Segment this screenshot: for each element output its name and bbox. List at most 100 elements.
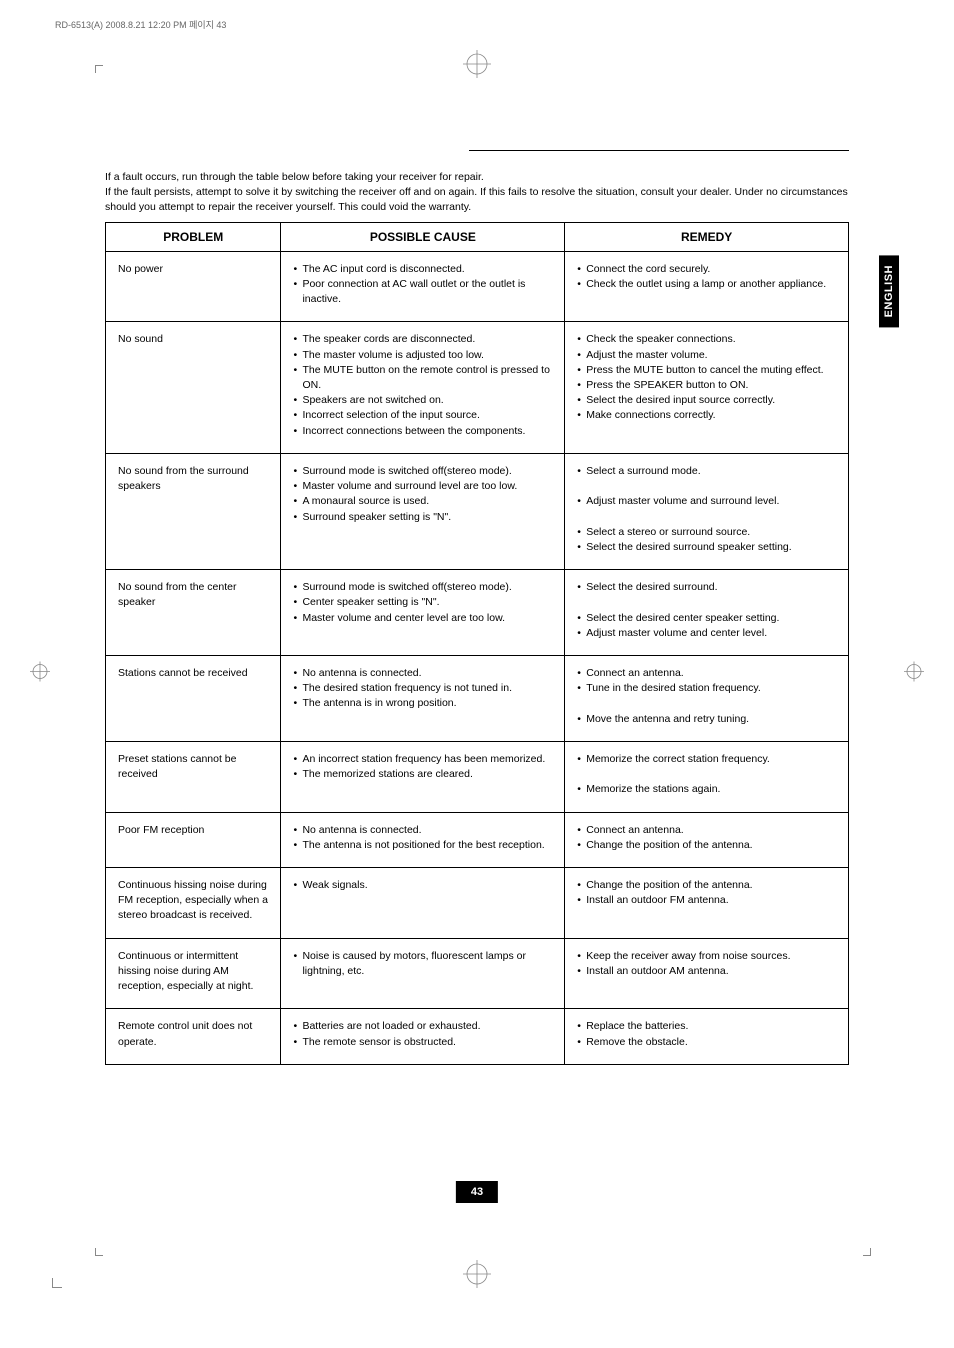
cause-item: The desired station frequency is not tun… bbox=[293, 681, 552, 696]
crop-corner-top-left bbox=[95, 65, 103, 73]
cause-cell: Surround mode is switched off(stereo mod… bbox=[281, 453, 565, 569]
remedy-cell: Change the position of the antenna.Insta… bbox=[565, 868, 849, 939]
remedy-item: Press the MUTE button to cancel the muti… bbox=[577, 363, 836, 378]
remedy-item: Adjust the master volume. bbox=[577, 348, 836, 363]
cause-item: Surround mode is switched off(stereo mod… bbox=[293, 580, 552, 595]
remedy-item: Check the outlet using a lamp or another… bbox=[577, 277, 836, 292]
cause-item: The antenna is not positioned for the be… bbox=[293, 838, 552, 853]
cause-cell: No antenna is connected.The desired stat… bbox=[281, 656, 565, 742]
remedy-item: Check the speaker connections. bbox=[577, 332, 836, 347]
remedy-item: Press the SPEAKER button to ON. bbox=[577, 378, 836, 393]
table-row: Continuous or intermittent hissing noise… bbox=[106, 938, 849, 1009]
cause-item: The MUTE button on the remote control is… bbox=[293, 363, 552, 393]
col-header-remedy: REMEDY bbox=[565, 222, 849, 251]
table-row: No sound from the center speaker Surround… bbox=[106, 570, 849, 656]
cause-item: Master volume and surround level are too… bbox=[293, 479, 552, 494]
remedy-item: Memorize the correct station frequency. bbox=[577, 752, 836, 767]
problem-cell: Continuous hissing noise during FM recep… bbox=[106, 868, 281, 939]
remedy-cell: Connect an antenna.Change the position o… bbox=[565, 812, 849, 867]
table-row: Remote control unit does not operate. Bat… bbox=[106, 1009, 849, 1064]
cause-item: A monaural source is used. bbox=[293, 494, 552, 509]
cause-item: The memorized stations are cleared. bbox=[293, 767, 552, 782]
cause-cell: Weak signals. bbox=[281, 868, 565, 939]
problem-cell: No power bbox=[106, 251, 281, 322]
cause-item: Incorrect connections between the compon… bbox=[293, 424, 552, 439]
print-header-artifact: RD-6513(A) 2008.8.21 12:20 PM 페이지 43 bbox=[55, 18, 226, 31]
cause-item: The master volume is adjusted too low. bbox=[293, 348, 552, 363]
problem-cell: Continuous or intermittent hissing noise… bbox=[106, 938, 281, 1009]
cause-cell: The AC input cord is disconnected.Poor c… bbox=[281, 251, 565, 322]
cause-item: Noise is caused by motors, fluorescent l… bbox=[293, 949, 552, 979]
cause-item: Poor connection at AC wall outlet or the… bbox=[293, 277, 552, 307]
language-tab: ENGLISH bbox=[879, 255, 899, 327]
remedy-item: Connect an antenna. bbox=[577, 823, 836, 838]
table-row: No sound from the surround speakers Surro… bbox=[106, 453, 849, 569]
remedy-item: Change the position of the antenna. bbox=[577, 878, 836, 893]
cause-item: Center speaker setting is "N". bbox=[293, 595, 552, 610]
troubleshooting-table: PROBLEM POSSIBLE CAUSE REMEDY No powerTh… bbox=[105, 222, 849, 1065]
remedy-item: Move the antenna and retry tuning. bbox=[577, 712, 836, 727]
cause-item: Master volume and center level are too l… bbox=[293, 611, 552, 626]
remedy-item: Remove the obstacle. bbox=[577, 1035, 836, 1050]
cause-item: No antenna is connected. bbox=[293, 666, 552, 681]
remedy-cell: Connect an antenna.Tune in the desired s… bbox=[565, 656, 849, 742]
cause-cell: An incorrect station frequency has been … bbox=[281, 741, 565, 812]
cause-item: The AC input cord is disconnected. bbox=[293, 262, 552, 277]
remedy-cell: Memorize the correct station frequency. … bbox=[565, 741, 849, 812]
intro-text: If a fault occurs, run through the table… bbox=[105, 170, 849, 216]
remedy-cell: Select the desired surround. Select the … bbox=[565, 570, 849, 656]
remedy-item: Connect an antenna. bbox=[577, 666, 836, 681]
intro-line-2: If the fault persists, attempt to solve … bbox=[105, 185, 849, 215]
remedy-cell: Select a surround mode. Adjust master vo… bbox=[565, 453, 849, 569]
registration-mark-right bbox=[904, 662, 924, 687]
remedy-item: Replace the batteries. bbox=[577, 1019, 836, 1034]
cause-item: Speakers are not switched on. bbox=[293, 393, 552, 408]
remedy-item: Install an outdoor AM antenna. bbox=[577, 964, 836, 979]
cause-item: The antenna is in wrong position. bbox=[293, 696, 552, 711]
cause-item: Surround speaker setting is "N". bbox=[293, 510, 552, 525]
remedy-item: Select a surround mode. bbox=[577, 464, 836, 479]
cause-item: The remote sensor is obstructed. bbox=[293, 1035, 552, 1050]
cause-item: The speaker cords are disconnected. bbox=[293, 332, 552, 347]
table-header-row: PROBLEM POSSIBLE CAUSE REMEDY bbox=[106, 222, 849, 251]
crop-corner-bottom-left-outer bbox=[52, 1278, 62, 1288]
remedy-item: Memorize the stations again. bbox=[577, 782, 836, 797]
remedy-item: Adjust master volume and surround level. bbox=[577, 494, 836, 509]
problem-cell: Poor FM reception bbox=[106, 812, 281, 867]
remedy-item: Keep the receiver away from noise source… bbox=[577, 949, 836, 964]
table-row: Continuous hissing noise during FM recep… bbox=[106, 868, 849, 939]
page-number: 43 bbox=[456, 1181, 498, 1203]
cause-cell: No antenna is connected.The antenna is n… bbox=[281, 812, 565, 867]
remedy-item: Make connections correctly. bbox=[577, 408, 836, 423]
cause-item: An incorrect station frequency has been … bbox=[293, 752, 552, 767]
table-row: No soundThe speaker cords are disconnect… bbox=[106, 322, 849, 454]
crop-mark-bottom bbox=[463, 1260, 491, 1293]
problem-cell: No sound from the center speaker bbox=[106, 570, 281, 656]
remedy-cell: Replace the batteries.Remove the obstacl… bbox=[565, 1009, 849, 1064]
cause-item: Batteries are not loaded or exhausted. bbox=[293, 1019, 552, 1034]
problem-cell: Preset stations cannot be received bbox=[106, 741, 281, 812]
remedy-item: Install an outdoor FM antenna. bbox=[577, 893, 836, 908]
table-row: Stations cannot be receivedNo antenna is… bbox=[106, 656, 849, 742]
crop-mark-top bbox=[463, 50, 491, 78]
remedy-item: Select the desired surround speaker sett… bbox=[577, 540, 836, 555]
remedy-item: Tune in the desired station frequency. bbox=[577, 681, 836, 696]
remedy-item: Change the position of the antenna. bbox=[577, 838, 836, 853]
remedy-item: Connect the cord securely. bbox=[577, 262, 836, 277]
problem-cell: Remote control unit does not operate. bbox=[106, 1009, 281, 1064]
col-header-cause: POSSIBLE CAUSE bbox=[281, 222, 565, 251]
cause-cell: Noise is caused by motors, fluorescent l… bbox=[281, 938, 565, 1009]
table-row: Preset stations cannot be received An inc… bbox=[106, 741, 849, 812]
remedy-item: Select the desired surround. bbox=[577, 580, 836, 595]
problem-cell: No sound from the surround speakers bbox=[106, 453, 281, 569]
table-row: No powerThe AC input cord is disconnecte… bbox=[106, 251, 849, 322]
cause-cell: Surround mode is switched off(stereo mod… bbox=[281, 570, 565, 656]
top-divider-line bbox=[469, 150, 849, 151]
registration-mark-left bbox=[30, 662, 50, 687]
intro-line-1: If a fault occurs, run through the table… bbox=[105, 170, 849, 185]
problem-cell: Stations cannot be received bbox=[106, 656, 281, 742]
col-header-problem: PROBLEM bbox=[106, 222, 281, 251]
remedy-cell: Connect the cord securely.Check the outl… bbox=[565, 251, 849, 322]
cause-item: Incorrect selection of the input source. bbox=[293, 408, 552, 423]
cause-item: Surround mode is switched off(stereo mod… bbox=[293, 464, 552, 479]
